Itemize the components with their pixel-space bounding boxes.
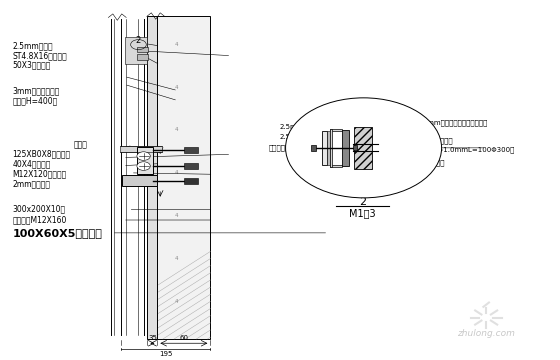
- Text: M1：3: M1：3: [349, 208, 376, 218]
- Text: 300x200X10版: 300x200X10版: [12, 205, 66, 214]
- Bar: [184, 148, 198, 153]
- Text: M12X120高强螺丝: M12X120高强螺丝: [12, 170, 67, 179]
- Bar: [137, 54, 148, 60]
- Circle shape: [137, 152, 150, 160]
- Text: φ3.2实心板: φ3.2实心板: [417, 159, 445, 166]
- Text: 2.5mm弹层板: 2.5mm弹层板: [280, 134, 318, 140]
- Text: 4: 4: [174, 42, 178, 47]
- Bar: [125, 37, 147, 64]
- Text: 2.5mm涂层板: 2.5mm涂层板: [12, 41, 53, 50]
- Text: 化学镤船M12X160: 化学镤船M12X160: [12, 216, 67, 225]
- Bar: [342, 130, 348, 166]
- Bar: [354, 127, 372, 168]
- Text: 高度（H=400）: 高度（H=400）: [12, 96, 58, 105]
- Text: 2.5mm弹性密封条: 2.5mm弹性密封条: [280, 124, 326, 130]
- Bar: [330, 165, 342, 167]
- Text: 扣具板: 扣具板: [74, 140, 88, 149]
- Text: M5X25螺丝丁: M5X25螺丝丁: [417, 138, 453, 144]
- Circle shape: [286, 98, 442, 198]
- Text: 黑色弹性密（S=0.8mm）: 黑色弹性密（S=0.8mm）: [269, 145, 334, 151]
- Text: 35: 35: [148, 336, 157, 342]
- Text: 镰中层（S=1.0mmL=100Φ300）: 镰中层（S=1.0mmL=100Φ300）: [417, 146, 515, 153]
- Bar: [137, 147, 153, 174]
- Text: 3mm弹性框条材料: 3mm弹性框条材料: [12, 86, 60, 95]
- Bar: [330, 129, 342, 131]
- Text: 4: 4: [174, 127, 178, 132]
- Bar: [157, 16, 211, 339]
- Text: 195: 195: [159, 351, 172, 357]
- Text: 125XB0X8景幕横梁: 125XB0X8景幕横梁: [12, 150, 71, 159]
- Circle shape: [137, 162, 150, 170]
- Text: 4: 4: [174, 213, 178, 218]
- Text: 固定板: 固定板: [417, 129, 430, 135]
- Text: 2: 2: [359, 197, 366, 207]
- Bar: [311, 145, 316, 151]
- Bar: [119, 146, 162, 153]
- Text: 4: 4: [174, 299, 178, 304]
- Bar: [122, 175, 157, 186]
- Bar: [147, 16, 157, 339]
- Bar: [184, 178, 198, 184]
- Text: 2: 2: [136, 36, 141, 45]
- Text: ST4.8X16连接螺丝: ST4.8X16连接螺丝: [12, 51, 67, 60]
- Text: 4: 4: [174, 256, 178, 261]
- Bar: [328, 131, 330, 165]
- Text: 4: 4: [174, 85, 178, 90]
- Text: 2mm涂层镰层: 2mm涂层镰层: [12, 180, 50, 189]
- Text: 4: 4: [174, 170, 178, 175]
- Bar: [137, 47, 148, 53]
- Text: 50X3景幕横梁: 50X3景幕横梁: [12, 60, 51, 69]
- Bar: [322, 131, 328, 165]
- Text: 40X4景幕立杆: 40X4景幕立杆: [12, 159, 51, 168]
- Text: 1.5mm表面涂层层材料（通穴）: 1.5mm表面涂层层材料（通穴）: [417, 120, 488, 126]
- Bar: [353, 145, 357, 150]
- Bar: [184, 163, 198, 168]
- Bar: [330, 129, 333, 167]
- Text: 60: 60: [179, 336, 188, 342]
- Text: 100X60X5景幕坦华: 100X60X5景幕坦华: [12, 228, 102, 238]
- Text: zhulong.com: zhulong.com: [457, 329, 515, 338]
